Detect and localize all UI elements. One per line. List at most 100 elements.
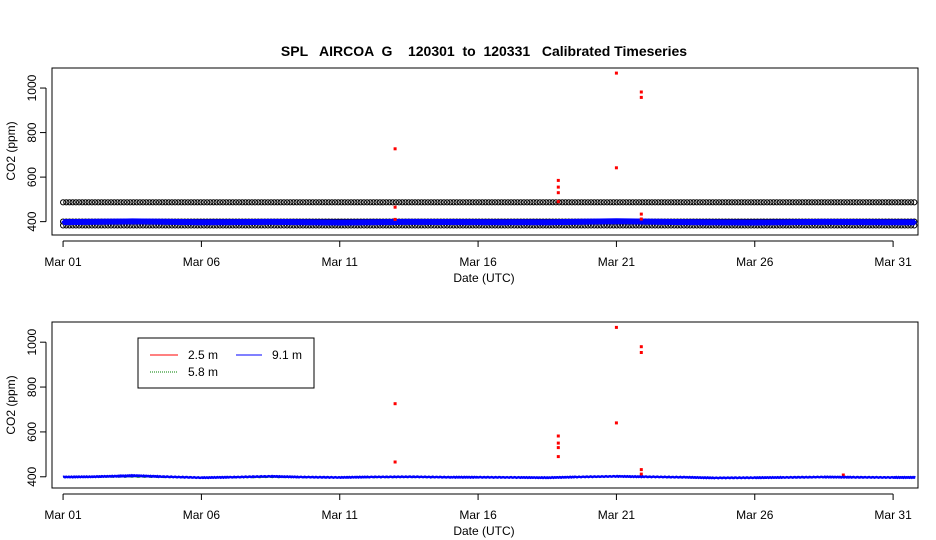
band-point xyxy=(191,199,198,206)
band-point xyxy=(76,199,83,206)
band-point xyxy=(508,199,515,206)
band-point xyxy=(408,199,415,206)
band-point xyxy=(181,199,188,206)
band-point xyxy=(252,199,259,206)
band-point xyxy=(786,199,793,206)
legend-label-5-8m: 5.8 m xyxy=(188,365,218,379)
band-point xyxy=(549,199,556,206)
band-point xyxy=(642,199,649,206)
x-tick-label-2-2: Mar 11 xyxy=(322,508,359,522)
band-point xyxy=(501,199,508,206)
band-point xyxy=(648,199,656,206)
band-point xyxy=(156,199,163,206)
band-point xyxy=(767,199,774,206)
band-point xyxy=(520,199,528,206)
y-tick-label-1-1: 600 xyxy=(25,167,39,187)
band-point xyxy=(812,199,819,206)
band-point xyxy=(114,199,121,206)
band-point xyxy=(485,199,492,206)
band-point xyxy=(108,199,115,206)
band-point xyxy=(88,199,96,206)
data-point-1-0-3 xyxy=(269,220,273,224)
band-point xyxy=(620,199,627,206)
band-point xyxy=(354,199,361,206)
band-point xyxy=(242,199,249,206)
band-point xyxy=(95,199,102,206)
band-point xyxy=(863,199,870,206)
y-tick-label-2-2: 800 xyxy=(25,377,39,397)
band-point xyxy=(693,199,700,206)
band-point xyxy=(882,199,889,206)
band-point xyxy=(82,199,89,206)
band-point xyxy=(380,199,387,206)
band-point xyxy=(255,199,262,206)
data-point-1-0-7 xyxy=(545,220,549,224)
band-point xyxy=(776,199,784,206)
band-point xyxy=(293,199,300,206)
band-point xyxy=(328,199,335,206)
band-point xyxy=(834,199,841,206)
band-point xyxy=(236,199,243,206)
data-point-1-1-9 xyxy=(639,90,643,94)
band-point xyxy=(636,199,643,206)
band-point xyxy=(658,199,665,206)
data-point-1-0-11 xyxy=(822,220,826,224)
band-point xyxy=(581,199,588,206)
data-point-1-1-5 xyxy=(556,191,560,195)
x-tick-label-1-5: Mar 26 xyxy=(736,255,774,269)
band-point xyxy=(367,199,374,206)
band-point xyxy=(319,199,326,206)
band-point xyxy=(399,199,406,206)
band-point xyxy=(338,199,345,206)
band-point xyxy=(223,199,230,206)
band-row-0-0 xyxy=(60,199,918,206)
band-point xyxy=(101,199,108,206)
band-point xyxy=(773,199,780,206)
x-tick-label-1-3: Mar 16 xyxy=(459,255,497,269)
band-point xyxy=(680,199,688,206)
data-point-1-1-10 xyxy=(639,95,643,99)
band-point xyxy=(802,199,809,206)
x-tick-label-2-0: Mar 01 xyxy=(44,508,82,522)
data-point-1-0-10 xyxy=(753,221,757,224)
band-point xyxy=(300,199,307,206)
band-point xyxy=(792,199,800,206)
band-point xyxy=(828,199,835,206)
band-point xyxy=(111,199,118,206)
series-line-2-2 xyxy=(62,473,916,480)
band-point xyxy=(386,199,393,206)
data-point-1-1-12 xyxy=(639,217,643,221)
band-point xyxy=(908,199,915,206)
data-point-1-0-6 xyxy=(476,220,480,224)
band-point xyxy=(885,199,892,206)
data-point-1-0-9 xyxy=(684,220,688,224)
band-point xyxy=(728,199,736,206)
x-tick-label-2-1: Mar 06 xyxy=(183,508,221,522)
band-point xyxy=(632,199,640,206)
data-point-2-0-1 xyxy=(393,460,397,464)
data-point-2-0-3 xyxy=(556,441,560,445)
band-point xyxy=(383,199,390,206)
band-point xyxy=(277,199,284,206)
data-point-1-0-13 xyxy=(913,220,917,224)
band-point xyxy=(869,199,876,206)
y-axis-label-2: CO2 (ppm) xyxy=(4,375,18,434)
band-point xyxy=(245,199,252,206)
band-point xyxy=(748,199,755,206)
data-point-2-0-7 xyxy=(614,421,618,425)
y-tick-label-2-0: 400 xyxy=(25,466,39,486)
band-point xyxy=(72,199,80,206)
band-point xyxy=(696,199,704,206)
band-point xyxy=(504,199,511,206)
data-point-1-1-0 xyxy=(393,147,397,151)
band-point xyxy=(712,199,720,206)
band-point xyxy=(79,199,86,206)
band-point xyxy=(287,199,294,206)
legend-label-2-5m: 2.5 m xyxy=(188,348,218,362)
chart-panel-2: Mar 01 Mar 06 Mar 11 Mar 16 Mar 21 Mar 26 Mar … xyxy=(4,321,919,538)
x-tick-label-2-3: Mar 16 xyxy=(459,508,497,522)
band-point xyxy=(604,199,611,206)
data-point-2-0-12 xyxy=(841,473,845,477)
band-point xyxy=(575,199,582,206)
band-point xyxy=(626,199,633,206)
